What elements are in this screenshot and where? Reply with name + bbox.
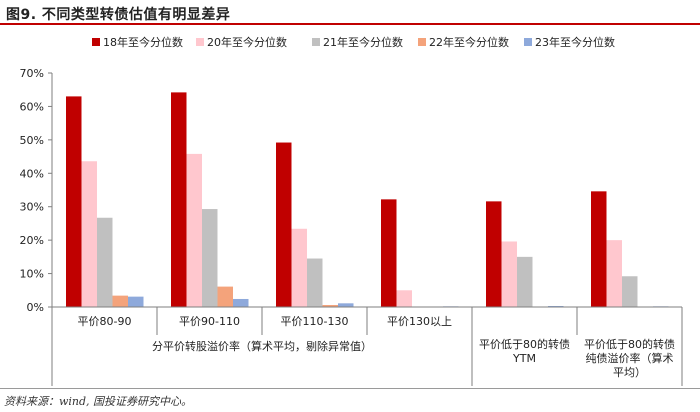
bar-chart: 18年至今分位数 20年至今分位数 21年至今分位数 22年至今分位数 23年至今分位数… — [20, 35, 683, 386]
y-tick-label: 20% — [20, 234, 44, 247]
legend-swatch — [418, 38, 426, 46]
legend-label: 23年至今分位数 — [535, 35, 615, 49]
bar — [171, 92, 187, 307]
bar — [501, 241, 517, 307]
legend-label: 22年至今分位数 — [429, 35, 509, 49]
bar — [338, 303, 354, 307]
bar — [606, 240, 622, 307]
y-tick-label: 10% — [20, 268, 44, 281]
bar — [486, 201, 502, 307]
legend-label: 21年至今分位数 — [323, 35, 403, 49]
x-tick-label: 平价低于80的转债 YTM — [479, 337, 570, 365]
bar — [548, 305, 564, 307]
bar — [202, 209, 218, 307]
x-axis: 平价80-90 平价90-110 平价110-130 平价130以上平价低于80的转债… — [51, 306, 683, 386]
bar — [186, 153, 202, 307]
x-tick-label: 平价低于80的转债纯债溢价率（算术平均） — [584, 337, 675, 379]
x-tick-label: 平价110-130 — [281, 315, 349, 328]
bar — [66, 96, 82, 308]
bar — [97, 217, 113, 307]
bar — [128, 296, 144, 307]
y-tick-label: 0% — [27, 301, 44, 314]
bar — [622, 276, 638, 307]
bar — [322, 304, 338, 307]
bar — [381, 199, 397, 307]
y-tick-label: 60% — [20, 100, 44, 113]
bar — [291, 228, 307, 307]
y-tick-label: 50% — [20, 134, 44, 147]
legend-swatch — [524, 38, 532, 46]
y-tick-label: 40% — [20, 167, 44, 180]
bar — [307, 258, 323, 307]
legend: 18年至今分位数 20年至今分位数 21年至今分位数 22年至今分位数 23年至今分位数 — [92, 35, 615, 49]
legend-swatch — [312, 38, 320, 46]
x-tick-label: 平价80-90 — [78, 315, 132, 328]
x-tick-label: 平价130以上 — [387, 315, 452, 328]
y-tick-label: 30% — [20, 201, 44, 214]
x-group-label: 分平价转股溢价率（算术平均，剔除异常值） — [152, 339, 372, 353]
source-rule — [0, 388, 700, 389]
bar — [81, 161, 97, 307]
bar — [217, 286, 233, 307]
bar — [233, 298, 249, 307]
bars — [66, 92, 669, 308]
x-tick-label: 平价90-110 — [179, 315, 240, 328]
bar — [517, 256, 533, 307]
bar — [112, 295, 128, 307]
bar — [276, 142, 292, 307]
bar — [591, 191, 607, 307]
title-rule — [0, 23, 700, 25]
figure-title: 图9. 不同类型转债估值有明显差异 — [6, 7, 231, 23]
legend-label: 20年至今分位数 — [207, 35, 287, 49]
legend-label: 18年至今分位数 — [103, 35, 183, 49]
bar — [396, 290, 412, 307]
y-tick-label: 70% — [20, 67, 44, 80]
source-note: 资料来源：wind, 国投证券研究中心。 — [4, 395, 193, 408]
legend-swatch — [196, 38, 204, 46]
y-axis: 0% 10% 20% 30% 40% 50% 60% 70% — [20, 67, 53, 314]
legend-swatch — [92, 38, 100, 46]
